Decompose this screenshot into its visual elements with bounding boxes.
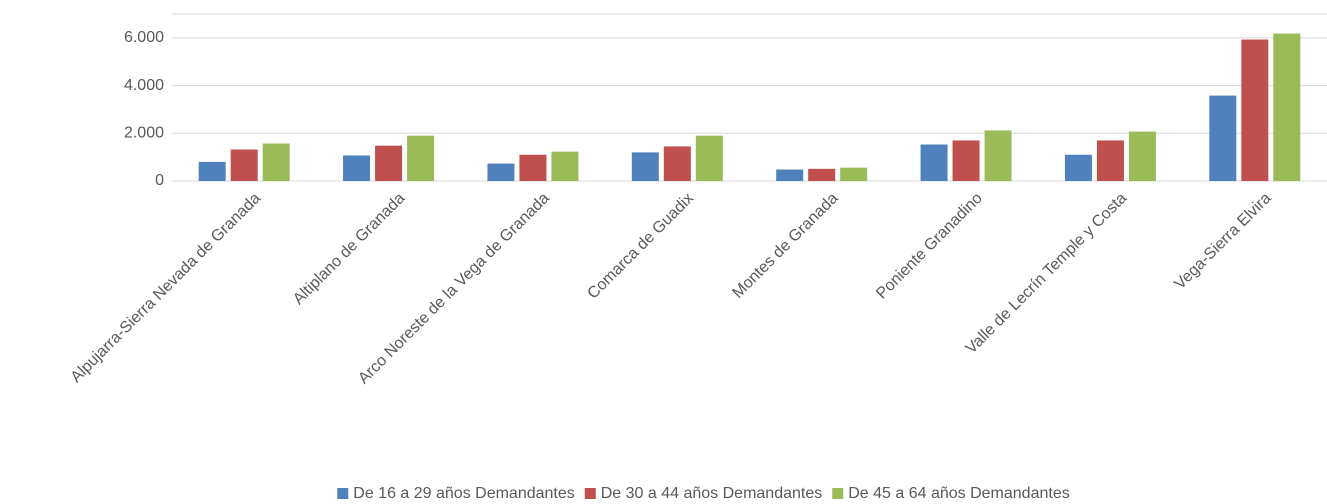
legend-swatch [337, 488, 349, 499]
x-tick-label: Altiplano de Granada [290, 190, 408, 308]
bar [551, 151, 579, 181]
legend-swatch [584, 488, 596, 499]
legend-label: De 30 a 44 años Demandantes [601, 485, 822, 502]
bar [695, 135, 723, 181]
x-tick-label: Comarca de Guadix [584, 190, 697, 303]
x-tick-label: Poniente Granadino [873, 190, 986, 303]
bar [375, 145, 403, 181]
bar [776, 169, 804, 181]
bar [840, 167, 868, 181]
bar [808, 168, 836, 181]
bar [1064, 154, 1092, 181]
bar [1128, 131, 1156, 181]
bar [1096, 140, 1124, 181]
legend-swatch [832, 488, 844, 499]
legend-label: De 45 a 64 años Demandantes [848, 485, 1069, 502]
bar [952, 140, 980, 181]
x-tick-label: Vega-Sierra Elvira [1171, 190, 1274, 293]
bar [519, 154, 547, 181]
bar [407, 135, 435, 181]
x-tick-label: Valle de Lecrín Temple y Costa [963, 190, 1131, 358]
bar [1209, 95, 1237, 181]
bar [343, 155, 371, 181]
bar [198, 161, 226, 181]
bar [984, 130, 1012, 181]
y-tick-label: 2.000 [124, 125, 164, 142]
y-tick-label: 4.000 [124, 77, 164, 94]
bar [487, 163, 515, 181]
x-tick-label: Montes de Granada [729, 190, 841, 302]
y-tick-label: 6.000 [124, 29, 164, 46]
bar [1273, 33, 1301, 181]
bar [631, 152, 659, 181]
legend-label: De 16 a 29 años Demandantes [353, 485, 574, 502]
bar [663, 146, 691, 181]
x-tick-label: Alpujarra-Sierra Nevada de Granada [68, 190, 264, 386]
bar [262, 143, 290, 181]
bar [230, 149, 258, 181]
bar [1241, 39, 1269, 181]
bar [920, 144, 948, 181]
y-tick-label: 0 [155, 172, 164, 189]
